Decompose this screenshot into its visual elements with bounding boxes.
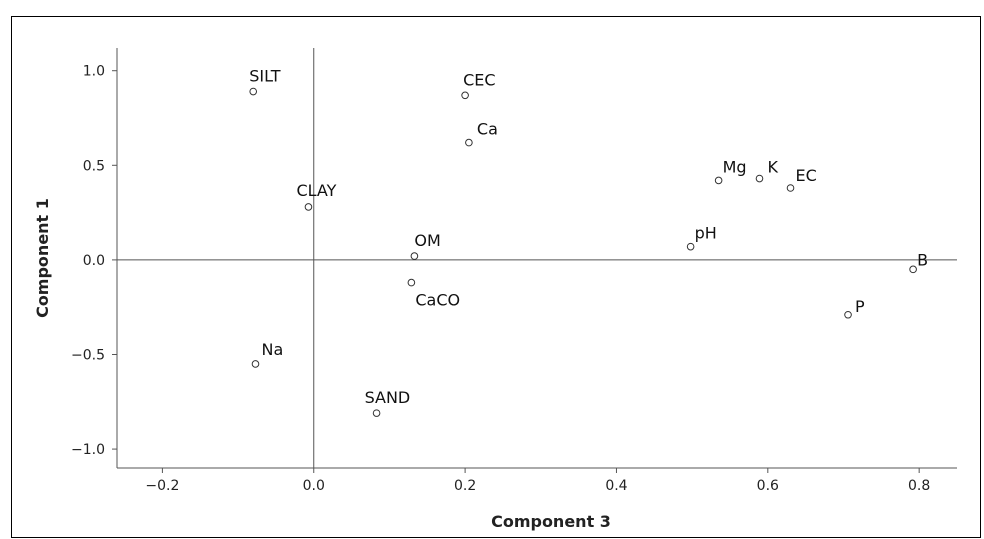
x-tick-label: 0.6 bbox=[757, 478, 779, 494]
data-point bbox=[714, 176, 723, 185]
x-tick-label: 0.2 bbox=[454, 478, 476, 494]
y-axis-title: Component 1 bbox=[33, 198, 52, 318]
y-tick-label: −1.0 bbox=[71, 442, 105, 458]
data-point bbox=[372, 409, 381, 417]
data-point bbox=[410, 252, 419, 260]
x-tick-label: 0.4 bbox=[605, 478, 627, 494]
point-label: EC bbox=[796, 166, 817, 185]
point-label: Na bbox=[261, 340, 283, 359]
y-tick-label: 0.5 bbox=[83, 158, 105, 174]
point-label: SILT bbox=[249, 67, 281, 86]
data-point bbox=[251, 360, 260, 368]
point-label: B bbox=[917, 250, 928, 269]
y-tick-label: 1.0 bbox=[83, 64, 105, 80]
data-point bbox=[786, 184, 795, 192]
point-label: CaCO bbox=[415, 291, 460, 310]
point-label: Ca bbox=[477, 120, 498, 139]
chart-frame bbox=[11, 16, 981, 538]
points-group: SILT CEC Ca CLAY Mg K EC pH OM CaCO B P Na SAND bbox=[249, 67, 928, 417]
point-label: CLAY bbox=[296, 181, 336, 200]
ticks-group: −0.2 0.0 0.2 0.4 0.6 0.8 1.0 0.5 0.0 −0.5 −1.0 bbox=[71, 64, 930, 494]
data-point bbox=[909, 265, 917, 274]
x-axis-title: Component 3 bbox=[491, 512, 611, 531]
data-point bbox=[249, 87, 258, 96]
data-point bbox=[465, 138, 473, 147]
point-label: OM bbox=[414, 231, 440, 250]
data-point bbox=[755, 174, 764, 183]
x-tick-label: 0.8 bbox=[908, 478, 930, 494]
point-label: pH bbox=[695, 224, 717, 243]
point-label: P bbox=[855, 297, 865, 316]
point-label: SAND bbox=[365, 388, 411, 407]
x-tick-label: 0.0 bbox=[303, 478, 325, 494]
y-tick-label: −0.5 bbox=[71, 347, 105, 363]
point-label: K bbox=[767, 158, 778, 177]
point-label: CEC bbox=[463, 70, 495, 89]
data-point bbox=[304, 203, 313, 211]
point-label: Mg bbox=[723, 157, 747, 176]
data-point bbox=[461, 91, 469, 100]
data-point bbox=[686, 242, 695, 251]
data-point bbox=[407, 278, 416, 287]
data-point bbox=[844, 310, 852, 319]
x-tick-label: −0.2 bbox=[145, 478, 179, 494]
y-tick-label: 0.0 bbox=[83, 253, 105, 269]
axes-group bbox=[116, 48, 957, 469]
